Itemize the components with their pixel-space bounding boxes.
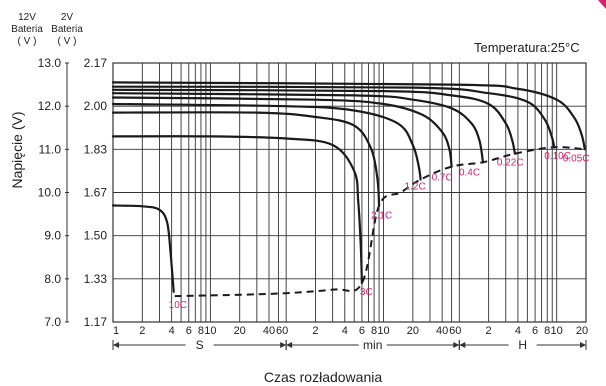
rate-label-2.1C: 2.1C [371, 210, 392, 221]
y-tick-label-12v: 8.0 [44, 272, 61, 286]
end-voltage-curve [174, 146, 585, 298]
x-tick-label: 40 [263, 325, 275, 337]
left-axis-unit-line3: ( V ) [18, 36, 37, 47]
y-tick-labels: 13.0 2.17 12.0 2.00 11.0 1.83 10.0 1.67 9.0 1.50 8… [38, 56, 108, 329]
curve-0.4C [111, 92, 485, 164]
x-tick-label: 10 [204, 325, 216, 337]
y-tick-label-12v: 9.0 [44, 229, 61, 243]
y-tick-label-2v: 1.83 [84, 142, 108, 156]
band-hours-arrow-right [580, 342, 586, 348]
rate-label-0.7C: 0.7C [432, 173, 453, 184]
y-tick-label-12v: 7.0 [44, 315, 61, 329]
y-tick-label-12v: 13.0 [38, 56, 62, 70]
x-tick-label: 6 [359, 325, 365, 337]
band-minutes-arrow-right [453, 342, 460, 348]
band-seconds-arrow-left [113, 342, 119, 348]
temperature-label: Temperatura:25°C [474, 40, 580, 55]
x-tick-label: 4 [342, 325, 348, 337]
x-tick-label: 8 [371, 325, 377, 337]
band-hours-arrow-left [459, 342, 466, 348]
y-tick-label-12v: 12.0 [38, 99, 62, 113]
band-seconds-arrow-right [280, 342, 287, 348]
x-tick-label: 2 [312, 325, 318, 337]
x-tick-label: 60 [449, 325, 461, 337]
rate-label-3C: 3C [360, 287, 373, 298]
x-tick-label: 20 [234, 325, 246, 337]
y-tick-label-2v: 2.00 [84, 99, 108, 113]
y-tick-label-2v: 1.17 [84, 315, 108, 329]
x-tick-label: 6 [532, 325, 538, 337]
x-tick-labels: 1 2 4 6 8 10 20 40 60 2 4 6 8 10 20 40 60 2 4 6 8 10 20 [113, 325, 588, 337]
discharge-curves [111, 81, 586, 298]
x-tick-label: 10 [551, 325, 563, 337]
x-axis-title: Czas rozładowania [264, 369, 382, 385]
rate-label-0.05C: 0.05C [563, 153, 590, 164]
y-tick-label-12v: 11.0 [39, 142, 62, 156]
x-tick-label: 20 [576, 325, 588, 337]
x-tick-label: 8 [198, 325, 204, 337]
rate-label-0.22C: 0.22C [497, 158, 524, 169]
x-tick-label: 6 [186, 325, 192, 337]
curve-0.22C [111, 88, 516, 155]
right-axis-unit-line3: ( V ) [58, 36, 77, 47]
y-tick-label-2v: 2.17 [84, 56, 108, 70]
y-tick-label-2v: 1.33 [84, 272, 108, 286]
left-axis-unit-line1: 12V [18, 12, 36, 23]
x-tick-label: 10 [377, 325, 389, 337]
rate-label-0.4C: 0.4C [459, 167, 480, 178]
band-minutes-label: min [363, 338, 382, 352]
x-tick-label: 8 [544, 325, 550, 337]
x-tick-label: 40 [436, 325, 448, 337]
rate-label-0.10C: 0.10C [544, 151, 571, 162]
band-hours-label: H [518, 338, 527, 352]
curve-10C [111, 204, 175, 293]
right-axis-unit-line1: 2V [61, 12, 74, 23]
right-axis-unit-line2: Bateria [51, 24, 83, 35]
corner-mark [598, 0, 606, 9]
band-seconds-label: S [196, 338, 204, 352]
x-tick-label: 2 [139, 325, 145, 337]
y-axis-title: Napięcie (V) [9, 111, 25, 188]
left-axis-unit-line2: Bateria [11, 24, 43, 35]
curve-2.1C [111, 111, 381, 207]
curve-3C [111, 135, 363, 285]
x-tick-label: 2 [486, 325, 492, 337]
y-tick-label-2v: 1.50 [84, 229, 108, 243]
curve-0.7C [111, 96, 453, 168]
band-minutes-arrow-left [286, 342, 293, 348]
x-tick-label: 4 [169, 325, 175, 337]
y-tick-label-2v: 1.67 [84, 186, 108, 200]
y-tick-label-12v: 10.0 [38, 186, 62, 200]
curve-0.10C [111, 85, 556, 149]
x-tick-label: 4 [515, 325, 521, 337]
curve-1.2C [111, 102, 422, 181]
x-tick-label: 1 [113, 325, 119, 337]
x-tick-label: 60 [276, 325, 288, 337]
curve-0.05C [111, 81, 586, 151]
rate-label-10C: 10C [169, 300, 187, 311]
x-tick-label: 20 [407, 325, 419, 337]
rate-label-1.2C: 1.2C [405, 182, 426, 193]
